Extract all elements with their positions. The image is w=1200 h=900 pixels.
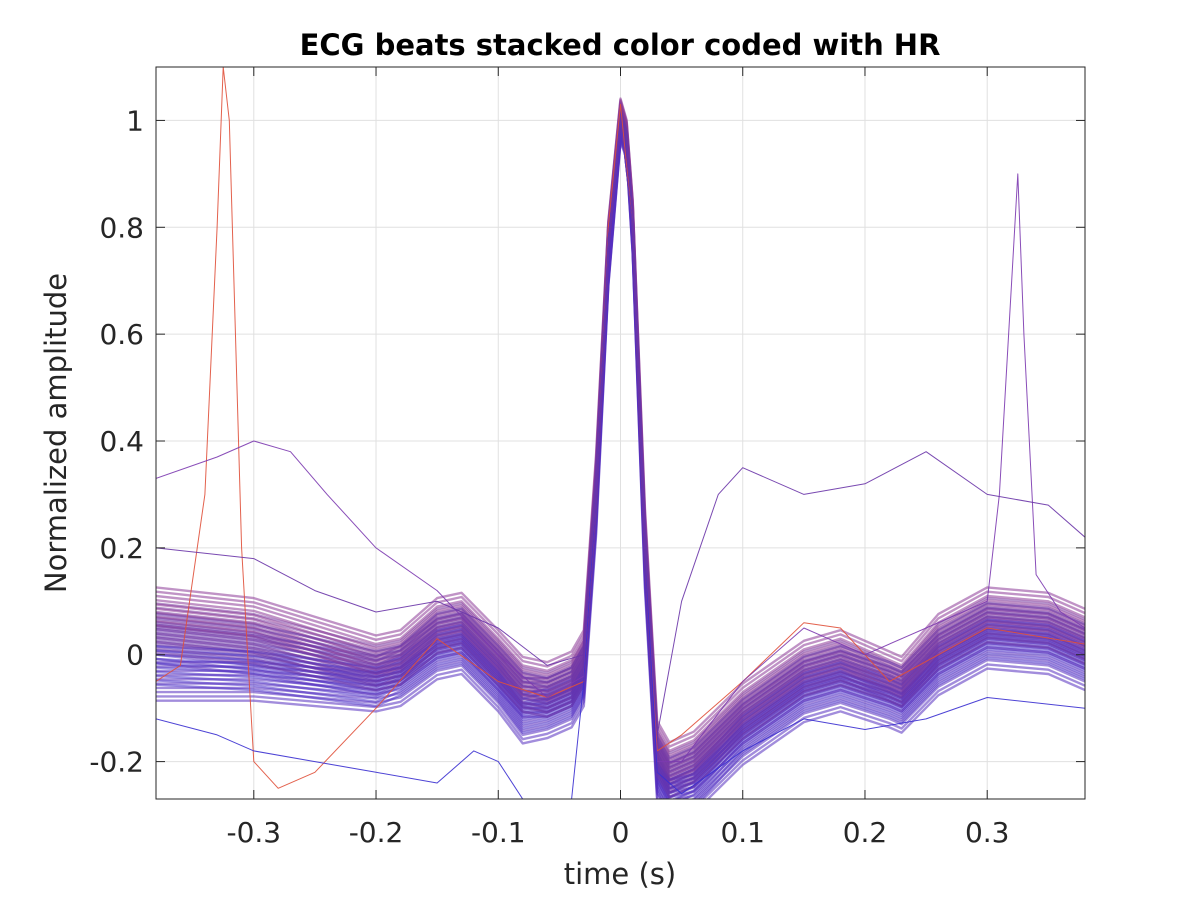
y-tick-label: 0 <box>126 639 144 672</box>
y-tick-label: -0.2 <box>89 746 144 779</box>
chart-title: ECG beats stacked color coded with HR <box>300 28 941 62</box>
ecg-beat-line <box>156 119 1085 736</box>
axes <box>155 66 1086 800</box>
x-tick-label: -0.3 <box>226 816 281 849</box>
grid <box>156 67 1085 799</box>
x-tick-label: 0 <box>612 816 630 849</box>
tick-labels: -0.3 -0.2 -0.1 0 0.1 0.2 0.3 -0.2 0 0.2 0.4 0.6 0.8 1 <box>89 104 1009 849</box>
x-tick-label: 0.1 <box>720 816 765 849</box>
y-tick-label: 0.2 <box>99 532 144 565</box>
y-tick-label: 0.8 <box>99 211 144 244</box>
x-tick-label: 0.2 <box>843 816 888 849</box>
x-axis-title: time (s) <box>564 857 676 891</box>
ecg-beat-line <box>156 108 1085 760</box>
y-axis-title: Normalized amplitude <box>39 273 73 593</box>
x-tick-label: -0.2 <box>349 816 404 849</box>
series-group <box>156 67 1085 799</box>
y-tick-label: 1 <box>126 104 144 137</box>
x-tick-label: -0.1 <box>471 816 526 849</box>
y-tick-label: 0.6 <box>99 318 144 351</box>
ecg-beat-line <box>156 67 1085 789</box>
y-tick-label: 0.4 <box>99 425 144 458</box>
ecg-beat-line <box>156 97 1085 744</box>
x-tick-label: 0.3 <box>965 816 1010 849</box>
